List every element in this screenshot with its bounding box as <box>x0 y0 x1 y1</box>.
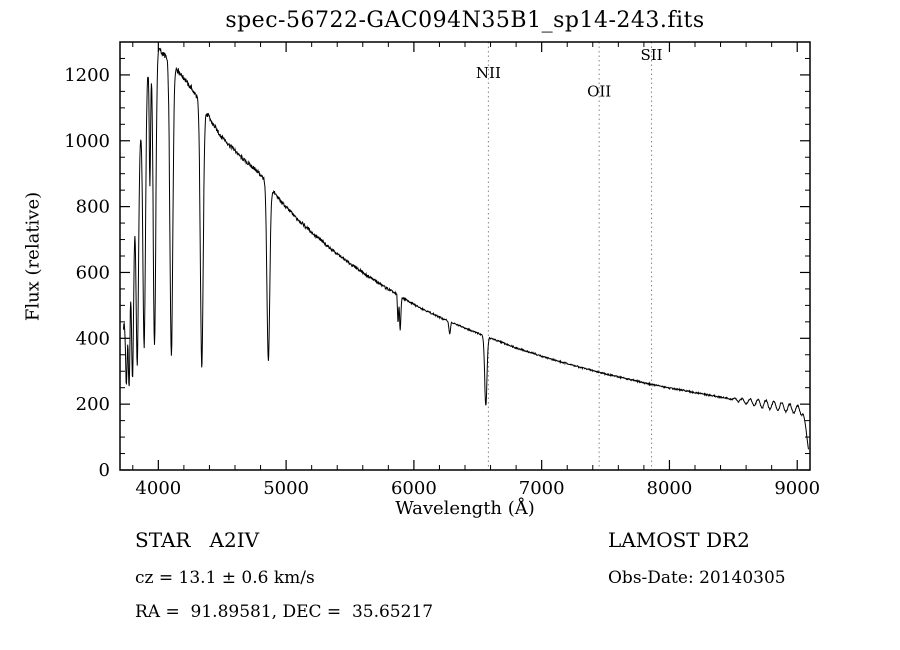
y-tick-label: 0 <box>99 460 110 481</box>
cz-value: cz = 13.1 ± 0.6 km/s <box>135 568 315 588</box>
y-tick-label: 1000 <box>64 131 110 152</box>
y-tick-label: 800 <box>76 197 110 218</box>
y-tick-label: 600 <box>76 262 110 283</box>
y-tick-label: 1200 <box>64 65 110 86</box>
obs-date: Obs-Date: 20140305 <box>608 568 786 588</box>
x-tick-label: 4000 <box>135 478 181 499</box>
object-class-label: STAR A2IV <box>135 528 260 552</box>
x-tick-label: 7000 <box>519 478 565 499</box>
ra-dec-coords: RA = 91.89581, DEC = 35.65217 <box>135 602 434 622</box>
x-tick-label: 8000 <box>647 478 693 499</box>
spectrum-line <box>123 47 809 450</box>
y-tick-label: 400 <box>76 328 110 349</box>
plot-frame <box>119 41 811 471</box>
x-tick-label: 6000 <box>391 478 437 499</box>
marker-label-SII: SII <box>640 46 662 64</box>
y-axis-label: Flux (relative) <box>22 191 44 322</box>
survey-label: LAMOST DR2 <box>608 528 750 552</box>
x-tick-label: 5000 <box>263 478 309 499</box>
x-axis-label: Wavelength (Å) <box>395 498 535 519</box>
marker-label-NII: NII <box>476 64 501 82</box>
marker-label-OII: OII <box>587 82 611 100</box>
page-title: spec-56722-GAC094N35B1_sp14-243.fits <box>225 8 705 33</box>
y-tick-label: 200 <box>76 394 110 415</box>
x-tick-label: 9000 <box>774 478 820 499</box>
